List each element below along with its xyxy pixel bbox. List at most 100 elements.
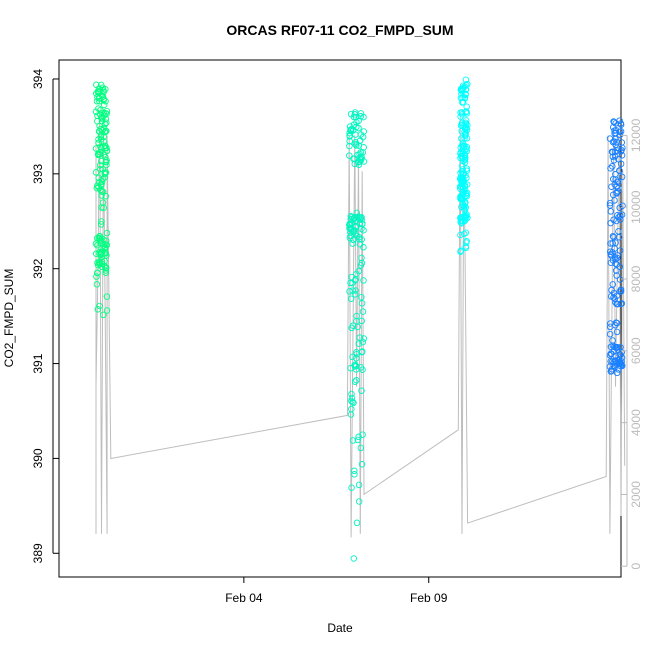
data-point <box>97 133 104 141</box>
flight-3-series <box>456 76 471 255</box>
x-axis-label: Date <box>327 621 353 635</box>
data-point <box>356 334 364 341</box>
y-tick-label: 394 <box>31 69 45 89</box>
data-point <box>460 190 467 198</box>
data-point <box>607 208 615 215</box>
data-point <box>359 220 366 227</box>
y2-tick-label: 6000 <box>629 337 643 364</box>
x-tick-label: Feb 09 <box>410 591 448 605</box>
data-point <box>458 192 466 199</box>
data-point <box>97 236 105 243</box>
data-point <box>356 220 364 227</box>
data-point <box>350 121 358 128</box>
data-point <box>97 125 105 133</box>
data-point <box>349 240 356 247</box>
chart-title: ORCAS RF07-11 CO2_FMPD_SUM <box>226 22 453 38</box>
data-point <box>462 239 470 246</box>
data-point <box>103 293 111 300</box>
data-point <box>618 354 626 361</box>
data-point <box>100 133 107 141</box>
data-point <box>350 555 358 562</box>
data-point <box>609 163 616 170</box>
data-point <box>357 262 365 269</box>
data-point <box>353 376 360 384</box>
plot-frame <box>58 59 622 578</box>
data-point <box>607 248 614 255</box>
data-point <box>355 117 362 124</box>
data-point <box>458 203 465 211</box>
data-point <box>98 157 105 165</box>
data-point <box>615 178 622 185</box>
data-point <box>460 170 468 177</box>
data-point <box>347 411 355 418</box>
data-point <box>101 257 108 265</box>
data-point <box>346 221 354 229</box>
data-point <box>613 300 620 308</box>
data-point <box>355 161 363 168</box>
data-point <box>463 135 471 142</box>
data-point <box>96 234 104 242</box>
data-point <box>612 299 619 306</box>
data-point <box>355 233 363 241</box>
data-point <box>349 398 356 406</box>
data-point <box>93 281 101 288</box>
data-point <box>100 101 108 109</box>
data-point <box>461 217 469 225</box>
data-point <box>461 135 468 142</box>
data-point <box>607 240 614 247</box>
y2-tick-label: 10000 <box>629 190 643 224</box>
data-point <box>101 244 108 252</box>
data-point <box>615 228 622 235</box>
data-point <box>99 175 107 183</box>
data-point <box>462 190 470 197</box>
data-point <box>457 113 464 120</box>
data-point <box>461 124 469 131</box>
data-point <box>353 270 360 278</box>
data-point <box>463 147 471 155</box>
y-tick-label: 389 <box>31 543 45 563</box>
data-point <box>617 160 625 168</box>
axes-layer: 389 390 391 392 393 394 0 2000 4000 6000 8000 10000… <box>31 69 643 605</box>
altitude-line <box>95 117 626 538</box>
data-point <box>614 252 621 259</box>
data-point <box>607 259 615 266</box>
data-point <box>100 204 107 212</box>
data-point <box>611 245 618 252</box>
data-point <box>102 192 110 200</box>
data-point <box>352 140 359 148</box>
data-point <box>353 350 360 358</box>
data-point <box>618 139 626 146</box>
data-point <box>103 161 110 169</box>
data-point <box>100 143 107 150</box>
data-point <box>463 189 471 197</box>
data-point <box>100 311 107 319</box>
data-point <box>354 436 362 444</box>
data-point <box>463 110 471 117</box>
data-point <box>607 358 614 365</box>
data-point <box>461 94 469 101</box>
data-point <box>613 344 620 351</box>
data-point <box>462 243 470 250</box>
y2-tick-label: 0 <box>629 563 643 570</box>
data-point <box>358 254 365 262</box>
data-point <box>103 119 110 126</box>
data-point <box>461 207 469 214</box>
data-point <box>612 319 620 326</box>
data-point <box>353 209 361 217</box>
data-point <box>347 127 355 134</box>
data-point <box>94 261 102 269</box>
data-point <box>351 361 358 369</box>
data-point <box>95 249 103 256</box>
data-point <box>356 137 364 145</box>
data-point <box>94 306 102 313</box>
data-point <box>350 113 358 121</box>
data-point <box>103 252 110 259</box>
data-point <box>463 211 470 218</box>
data-point <box>350 227 358 235</box>
data-point <box>102 267 110 274</box>
data-point <box>358 214 365 221</box>
data-point <box>348 390 355 398</box>
data-point <box>609 337 616 344</box>
data-point <box>103 144 110 152</box>
data-point <box>93 273 100 280</box>
